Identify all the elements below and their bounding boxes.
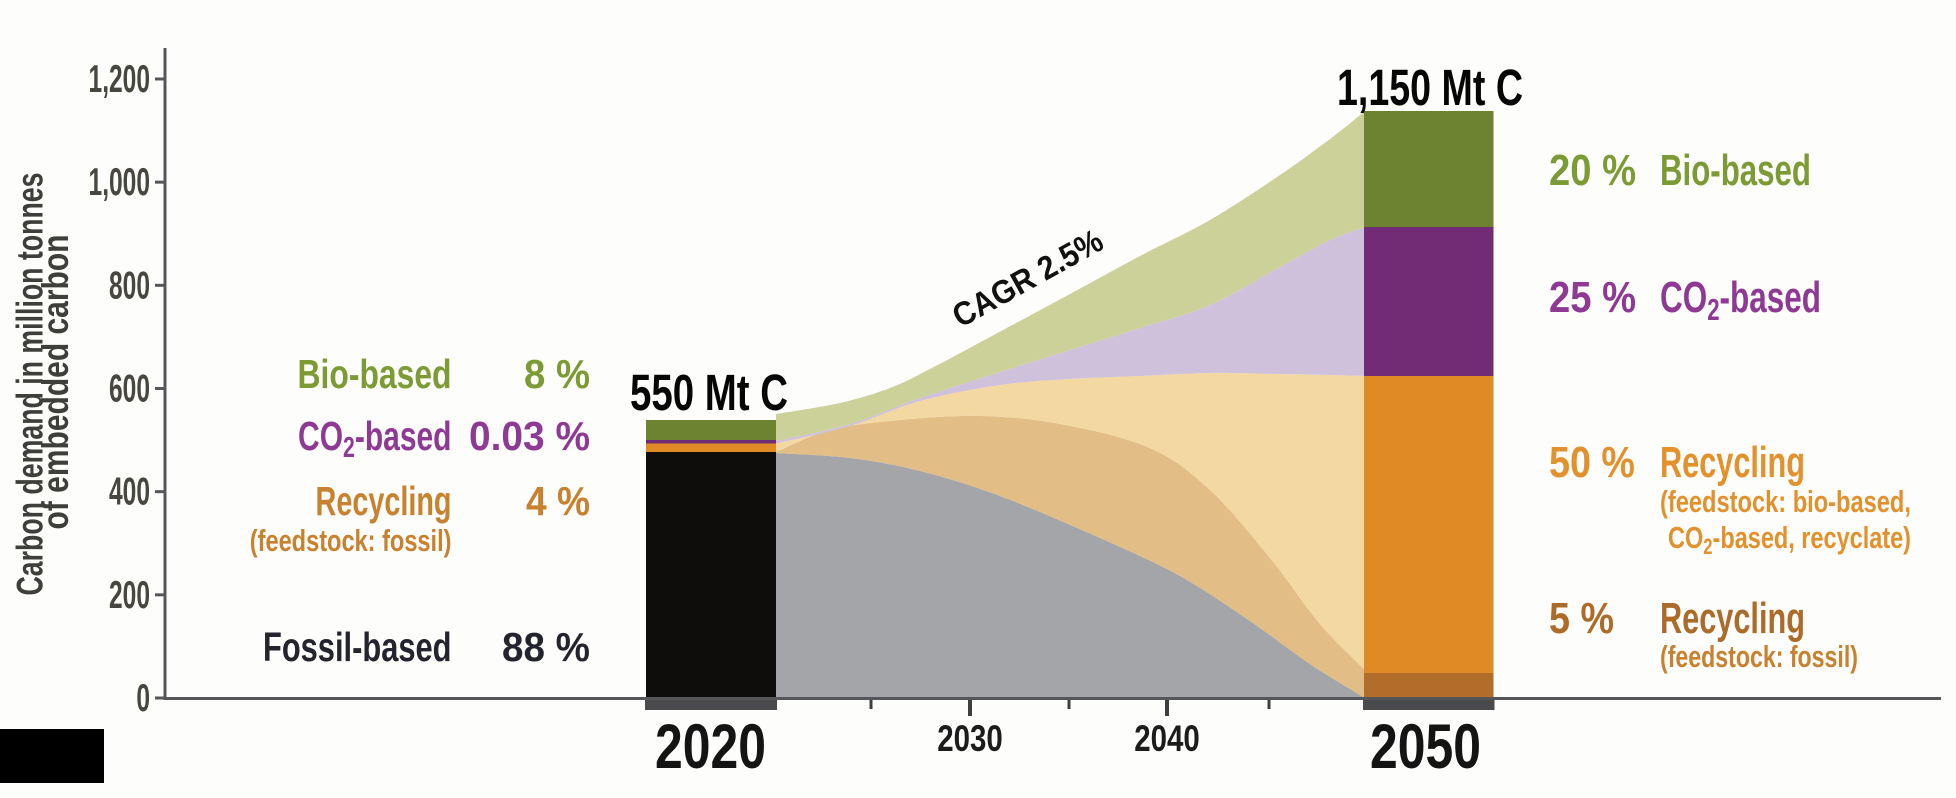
svg-text:200: 200 (109, 572, 150, 616)
svg-text:800: 800 (109, 262, 150, 306)
svg-text:600: 600 (109, 366, 150, 410)
svg-text:Recycling: Recycling (1660, 595, 1805, 644)
svg-text:Bio-based: Bio-based (1660, 146, 1811, 196)
svg-text:88 %: 88 % (502, 625, 590, 670)
svg-text:2030: 2030 (937, 719, 1003, 760)
svg-text:Carbon demand in million tonne: Carbon demand in million tonnes (9, 173, 50, 596)
svg-text:CO2​-based, recyclate): CO2​-based, recyclate) (1668, 520, 1911, 560)
svg-text:2050: 2050 (1370, 713, 1481, 783)
svg-text:Fossil-based: Fossil-based (263, 624, 452, 670)
svg-text:Bio-based: Bio-based (298, 351, 452, 397)
svg-text:25 %: 25 % (1549, 272, 1636, 321)
svg-text:CO2​-based: CO2​-based (1660, 273, 1821, 327)
svg-text:Recycling: Recycling (316, 478, 452, 524)
svg-text:1,150 Mt C: 1,150 Mt C (1337, 59, 1523, 116)
svg-text:of embedded carbon: of embedded carbon (36, 235, 77, 530)
svg-text:(feedstock: bio-based,: (feedstock: bio-based, (1660, 484, 1911, 519)
svg-text:(feedstock: fossil): (feedstock: fossil) (1660, 639, 1858, 674)
svg-text:4 %: 4 % (526, 479, 590, 524)
svg-text:1,000: 1,000 (89, 159, 150, 203)
svg-text:CO2​-based: CO2​-based (298, 412, 451, 464)
svg-text:8 %: 8 % (524, 352, 590, 397)
svg-text:2040: 2040 (1134, 719, 1200, 760)
svg-text:1,200: 1,200 (89, 56, 150, 100)
svg-text:0.03 %: 0.03 % (469, 414, 590, 459)
svg-text:20 %: 20 % (1549, 145, 1636, 194)
svg-text:50 %: 50 % (1549, 437, 1635, 486)
svg-text:550 Mt C: 550 Mt C (630, 364, 788, 422)
svg-text:2020: 2020 (655, 713, 766, 783)
svg-text:Recycling: Recycling (1660, 439, 1805, 488)
svg-text:0: 0 (136, 675, 150, 719)
svg-text:(feedstock: fossil): (feedstock: fossil) (250, 523, 452, 558)
svg-text:5 %: 5 % (1549, 593, 1614, 642)
svg-text:400: 400 (109, 469, 150, 513)
